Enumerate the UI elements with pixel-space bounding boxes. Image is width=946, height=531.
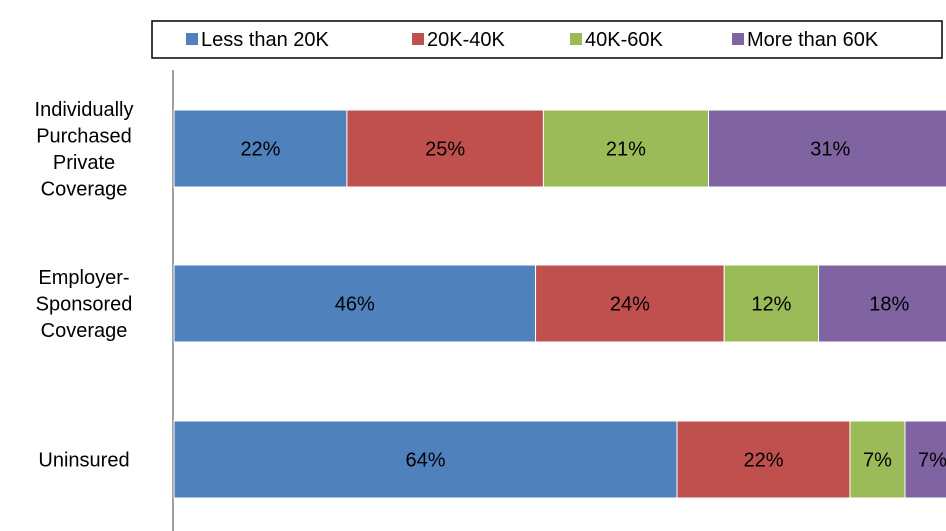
data-label-individually-purchased-private-coverage-40k-60k: 21% [606, 139, 646, 161]
bar-employer-sponsored-coverage-more-than-60k [818, 264, 946, 343]
bar-uninsured-40k-60k [849, 420, 906, 499]
category-label-uninsured: Uninsured [38, 450, 129, 472]
legend-swatch-less-than-20k [186, 33, 198, 45]
legend-label-more-than-60k: More than 60K [747, 29, 879, 51]
legend-label-less-than-20k: Less than 20K [201, 29, 330, 51]
data-label-employer-sponsored-coverage-40k-60k: 12% [751, 294, 791, 316]
legend-label-40k-60k: 40K-60K [585, 29, 663, 51]
legend-swatch-20k-40k [412, 33, 424, 45]
bar-employer-sponsored-coverage-20k-40k [535, 264, 725, 343]
bar-uninsured-less-than-20k [173, 420, 678, 499]
data-label-individually-purchased-private-coverage-more-than-60k: 31% [810, 139, 850, 161]
data-label-employer-sponsored-coverage-20k-40k: 24% [610, 294, 650, 316]
legend-swatch-more-than-60k [732, 33, 744, 45]
data-label-individually-purchased-private-coverage-20k-40k: 25% [425, 139, 465, 161]
legend-frame [151, 20, 943, 59]
bar-employer-sponsored-coverage-less-than-20k [173, 264, 537, 343]
bar-individually-purchased-private-coverage-20k-40k [346, 109, 544, 188]
bar-employer-sponsored-coverage-40k-60k [723, 264, 820, 343]
data-label-employer-sponsored-coverage-more-than-60k: 18% [869, 294, 909, 316]
category-labels: Individually Purchased Private Coverage Empl… [35, 99, 134, 472]
data-label-uninsured-more-than-60k: 7% [918, 450, 946, 472]
category-label-individually-purchased-private-coverage: Individually Purchased Private Coverage [35, 99, 134, 201]
data-label-uninsured-less-than-20k: 64% [406, 450, 446, 472]
bar-uninsured-20k-40k [676, 420, 851, 499]
category-label-employer-sponsored-coverage: Employer-Sponsored Coverage [36, 267, 133, 342]
bars: 22% 25% 21% 31% 46% 24% 12% 18% 64% 22% 7% 7% [173, 109, 946, 499]
data-label-uninsured-20k-40k: 22% [743, 450, 783, 472]
data-label-uninsured-40k-60k: 7% [863, 450, 892, 472]
legend-swatch-40k-60k [570, 33, 582, 45]
bar-individually-purchased-private-coverage-less-than-20k [173, 109, 348, 188]
bar-individually-purchased-private-coverage-more-than-60k [707, 109, 946, 188]
data-label-employer-sponsored-coverage-less-than-20k: 46% [335, 294, 375, 316]
legend-label-20k-40k: 20K-40K [427, 29, 505, 51]
legend: Less than 20K 20K-40K 40K-60K More than 60K [151, 20, 943, 59]
bar-uninsured-more-than-60k [904, 420, 946, 499]
data-label-individually-purchased-private-coverage-less-than-20k: 22% [240, 139, 280, 161]
